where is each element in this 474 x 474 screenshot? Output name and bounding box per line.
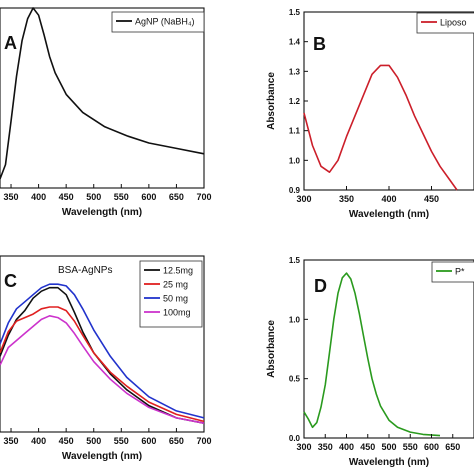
series-line-1	[0, 286, 205, 424]
x-tick-label: 350	[4, 192, 19, 202]
y-tick-label: 1.2	[289, 97, 301, 106]
series-line-1	[303, 64, 458, 191]
legend-entry: 12.5mg	[163, 266, 193, 276]
series-line-1	[0, 7, 205, 180]
legend-box	[139, 260, 203, 328]
x-tick-label: 400	[31, 192, 46, 202]
y-tick-label: 0.5	[289, 375, 301, 384]
y-tick-label: 0.9	[289, 186, 301, 195]
y-tick-label: 0.0	[289, 434, 301, 443]
x-axis-label: Wavelength (nm)	[62, 451, 142, 462]
x-tick-label: 300	[296, 194, 311, 204]
x-axis-label: Wavelength (nm)	[349, 457, 429, 468]
x-axis-label: Wavelength (nm)	[62, 207, 142, 218]
panel-c: 350 400 450 500 550 600 650 700 Wavelength (nm) C…	[0, 255, 212, 462]
panel-label: A	[4, 33, 17, 53]
legend-entry: AgNP (NaBH₄)	[135, 17, 195, 27]
legend-entry: 25 mg	[163, 280, 188, 290]
x-axis-label: Wavelength (nm)	[349, 209, 429, 220]
y-axis-label: Absorbance	[266, 72, 277, 130]
panel-title: BSA-AgNPs	[58, 265, 112, 276]
series-line-3	[0, 283, 205, 419]
x-tick-label: 500	[86, 436, 101, 446]
x-tick-label: 700	[196, 436, 211, 446]
y-tick-label: 1.3	[289, 67, 301, 76]
x-tick-label: 700	[196, 192, 211, 202]
plot-frame	[0, 7, 205, 189]
x-tick-label: 400	[381, 194, 396, 204]
series-line-1	[303, 272, 441, 437]
x-tick-label: 350	[4, 436, 19, 446]
x-tick-label: 500	[381, 442, 396, 452]
x-tick-label: 650	[445, 442, 460, 452]
legend-box	[431, 261, 474, 283]
x-tick-label: 600	[141, 436, 156, 446]
x-tick-label: 550	[114, 192, 129, 202]
legend-entry: 50 mg	[163, 294, 188, 304]
plot-frame	[303, 11, 474, 191]
panel-a: 350 400 450 500 550 600 650 700 Wavelength (nm) A…	[0, 7, 212, 218]
x-tick-label: 450	[59, 192, 74, 202]
panel-label: B	[313, 34, 326, 54]
x-tick-label: 350	[339, 194, 354, 204]
x-tick-label: 500	[86, 192, 101, 202]
series-line-4	[0, 315, 205, 424]
x-tick-label: 600	[424, 442, 439, 452]
legend-entry: 100mg	[163, 308, 191, 318]
panel-d: 300 350 400 450 500 550 600 650 0.0 0.5 1.0 1.5 Wave…	[266, 256, 474, 468]
x-tick-label: 550	[403, 442, 418, 452]
x-tick-label: 450	[424, 194, 439, 204]
x-tick-label: 600	[141, 192, 156, 202]
y-tick-label: 1.0	[289, 156, 301, 165]
y-axis-label: Absorbance	[266, 320, 277, 378]
plot-frame	[0, 255, 205, 433]
x-tick-label: 450	[360, 442, 375, 452]
x-tick-label: 400	[31, 436, 46, 446]
x-tick-label: 350	[318, 442, 333, 452]
legend-entry: Liposo	[440, 18, 467, 28]
y-tick-label: 1.1	[289, 127, 301, 136]
y-tick-label: 1.4	[289, 38, 301, 47]
x-tick-label: 650	[169, 436, 184, 446]
y-tick-label: 1.5	[289, 8, 301, 17]
series-line-2	[0, 306, 205, 423]
x-tick-label: 300	[296, 442, 311, 452]
panel-label: C	[4, 271, 17, 291]
x-tick-label: 550	[114, 436, 129, 446]
x-tick-label: 400	[339, 442, 354, 452]
x-tick-label: 450	[59, 436, 74, 446]
y-tick-label: 1.5	[289, 256, 301, 265]
legend-box	[416, 12, 474, 34]
y-tick-label: 1.0	[289, 315, 301, 324]
legend-entry: P*	[455, 267, 465, 277]
x-tick-label: 650	[169, 192, 184, 202]
panel-b: 300 350 400 450 0.9 1.0 1.1 1.2 1.3 1.4 1.5 Wavelen…	[266, 8, 474, 220]
legend-box	[111, 11, 205, 33]
panel-label: D	[314, 276, 327, 296]
